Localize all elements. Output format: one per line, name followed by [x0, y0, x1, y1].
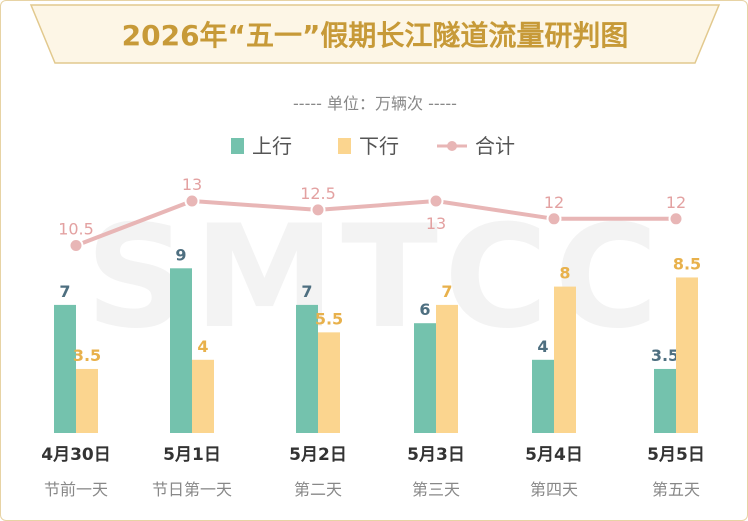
- unit-subtitle: ----- 单位：万辆次 -----: [293, 94, 457, 113]
- legend-swatch-down: [338, 138, 351, 154]
- x-sub-label: 节前一天: [44, 480, 108, 499]
- total-point: [546, 211, 562, 227]
- total-point: [184, 193, 200, 209]
- x-sub-label: 第五天: [652, 480, 700, 499]
- x-sub-label: 节日第一天: [152, 480, 232, 499]
- bar-down-label: 4: [197, 337, 208, 356]
- total-label: 13: [182, 175, 202, 194]
- title-banner: [29, 4, 721, 64]
- bar-down-label: 5.5: [315, 309, 343, 328]
- x-tick-label: 5月2日: [289, 445, 347, 465]
- x-tick-label: 5月1日: [163, 445, 221, 465]
- bar-up: [54, 304, 76, 433]
- legend-label-total: 合计: [475, 134, 515, 158]
- bar-up: [532, 359, 554, 433]
- bar-up: [296, 304, 318, 433]
- legend-marker-total: [447, 141, 457, 151]
- legend: 上行 下行 合计: [231, 134, 515, 158]
- total-point: [428, 193, 444, 209]
- bar-down-label: 7: [441, 282, 452, 301]
- total-label: 12: [666, 193, 686, 212]
- bar-up: [654, 368, 676, 433]
- x-tick-label: 5月5日: [647, 445, 705, 465]
- bar-up-label: 7: [59, 282, 70, 301]
- x-tick-label: 5月4日: [525, 445, 583, 465]
- legend-swatch-up: [231, 138, 244, 154]
- bar-up-label: 3.5: [651, 346, 679, 365]
- total-label: 12.5: [300, 184, 336, 203]
- x-tick-label: 4月30日: [41, 445, 111, 465]
- bar-down-label: 8.5: [673, 254, 701, 273]
- total-label: 10.5: [58, 220, 94, 239]
- total-point: [310, 202, 326, 218]
- legend-label-up: 上行: [252, 134, 292, 158]
- bar-up-label: 7: [301, 282, 312, 301]
- bar-down-label: 3.5: [73, 346, 101, 365]
- bar-down: [76, 368, 98, 433]
- x-sub-label: 第二天: [294, 480, 342, 499]
- bar-down-label: 8: [559, 264, 570, 283]
- bar-up-label: 6: [419, 300, 430, 319]
- x-sub-label: 第四天: [530, 480, 578, 499]
- chart-title: 2026年“五一”假期长江隧道流量研判图: [122, 19, 629, 52]
- total-line-group: 10.5 13 12.5 13 12 12: [58, 175, 686, 253]
- bar-up: [170, 268, 192, 433]
- bar-down: [554, 286, 576, 433]
- total-point: [668, 211, 684, 227]
- total-label: 13: [426, 214, 446, 233]
- total-point: [68, 238, 84, 253]
- bar-up-label: 4: [537, 337, 548, 356]
- bar-down: [192, 359, 214, 433]
- legend-label-down: 下行: [359, 134, 399, 158]
- bar-up: [414, 323, 436, 433]
- bar-up-label: 9: [175, 245, 186, 264]
- total-line: [75, 199, 676, 248]
- total-label: 12: [544, 193, 564, 212]
- bar-down: [436, 304, 458, 433]
- bar-down: [318, 332, 340, 433]
- x-tick-label: 5月3日: [407, 445, 465, 465]
- bar-down: [676, 277, 698, 433]
- x-sub-label: 第三天: [412, 480, 460, 499]
